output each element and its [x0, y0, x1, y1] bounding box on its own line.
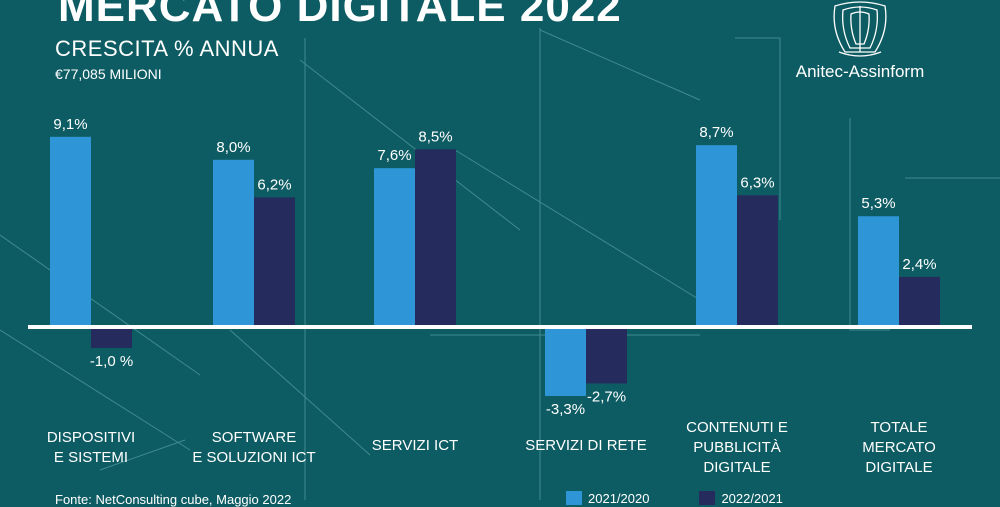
value-label-2021-2020-3: -3,3% [546, 401, 585, 418]
category-label-1: Software e soluzioni ICT [192, 429, 316, 466]
bar-2022-2021-5 [899, 276, 940, 327]
legend-label-2021: 2021/2020 [588, 490, 650, 506]
anitec-assinform-logo-icon [833, 1, 887, 57]
legend-label-2022: 2022/2021 [721, 490, 783, 506]
bar-2022-2021-3 [586, 327, 627, 384]
value-label-2021-2020-1: 8,0% [216, 139, 250, 156]
value-label-2021-2020-0: 9,1% [53, 116, 87, 133]
category-label-2: Servizi ICT [371, 437, 459, 454]
bar-2021-2020-5 [858, 216, 899, 327]
bar-2022-2021-0 [91, 327, 132, 348]
legend-item-2021: 2021/2020 [566, 491, 649, 506]
value-label-2022-2021-3: -2,7% [587, 388, 626, 405]
value-label-2021-2020-4: 8,7% [699, 124, 733, 141]
value-label-2022-2021-1: 6,2% [257, 176, 291, 193]
legend-swatch-2021 [566, 491, 582, 505]
value-label-2021-2020-2: 7,6% [377, 147, 411, 164]
bar-2022-2021-1 [254, 197, 295, 327]
bar-2021-2020-2 [374, 168, 415, 327]
value-label-2022-2021-4: 6,3% [740, 174, 774, 191]
bar-2021-2020-1 [213, 159, 254, 327]
category-label-0: Dispositivi e sistemi [46, 429, 136, 466]
legend-swatch-2022 [699, 491, 716, 505]
logo-text: Anitec-Assinform [795, 62, 925, 81]
decorative-lines [0, 28, 1000, 500]
chart-subtitle: CRESCITA % ANNUA [55, 36, 279, 61]
category-label-4: Contenuti e pubblicità digitale [686, 419, 788, 476]
category-label-3: Servizi di rete [525, 437, 647, 454]
value-label-2022-2021-2: 8,5% [418, 128, 452, 145]
bar-2022-2021-2 [415, 149, 456, 327]
logo: Anitec-Assinform [775, 0, 945, 85]
value-label-2021-2020-5: 5,3% [861, 195, 895, 212]
bar-2022-2021-4 [737, 195, 778, 327]
value-label-2022-2021-0: -1,0 % [90, 353, 133, 370]
page-title: MERCATO DIGITALE 2022 [58, 0, 622, 31]
value-label-2022-2021-5: 2,4% [902, 256, 936, 273]
market-total: €77,085 MILIONI [55, 66, 162, 82]
legend-item-2022: 2022/2021 [699, 490, 783, 506]
bar-2021-2020-3 [545, 327, 586, 396]
bar-2021-2020-0 [50, 136, 91, 327]
bar-2021-2020-4 [696, 145, 737, 327]
legend: 2021/2020 2022/2021 [566, 490, 827, 506]
category-label-5: Totale mercato digitale [862, 419, 936, 476]
